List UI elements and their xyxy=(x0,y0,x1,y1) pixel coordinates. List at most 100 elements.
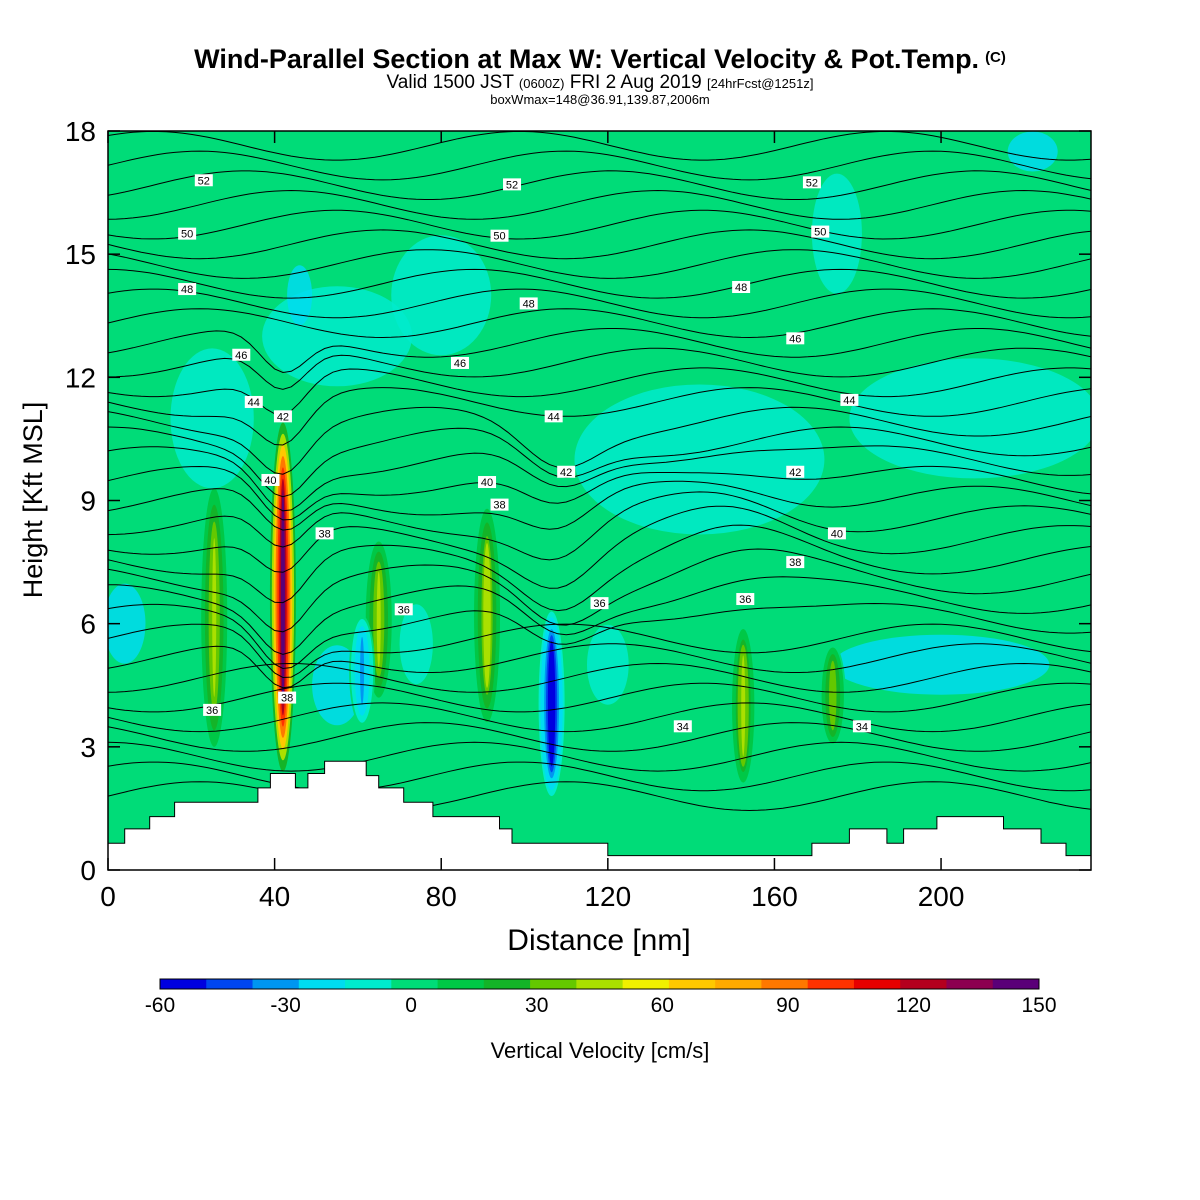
velocity-core xyxy=(485,549,490,682)
theta-label-text: 34 xyxy=(856,721,868,733)
x-axis-label: Distance [nm] xyxy=(507,924,690,957)
theta-contour xyxy=(108,741,1091,772)
theta-label-bg xyxy=(203,703,222,716)
theta-label-bg xyxy=(394,603,413,616)
theta-label-bg xyxy=(315,527,334,540)
theta-contour xyxy=(108,576,1091,655)
theta-label-text: 48 xyxy=(181,284,193,296)
theta-contour xyxy=(108,131,1091,161)
theta-label: 46 xyxy=(232,348,251,362)
theta-contour xyxy=(108,702,1091,733)
theta-label: 38 xyxy=(315,527,334,540)
y-tick-label: 15 xyxy=(65,239,96,270)
theta-label: 38 xyxy=(278,691,297,705)
colorbar-tick-label: 60 xyxy=(651,994,674,1017)
velocity-patch xyxy=(849,358,1091,479)
theta-label-text: 48 xyxy=(735,282,747,294)
theta-label-bg xyxy=(178,283,197,296)
theta-label-text: 36 xyxy=(206,705,218,717)
theta-contour xyxy=(108,229,1091,260)
colorbar-swatch xyxy=(715,979,762,989)
valid-time: Valid 1500 JST xyxy=(386,72,514,93)
theta-label-bg xyxy=(244,395,263,408)
theta-label-bg xyxy=(736,593,755,606)
theta-contour xyxy=(108,505,1091,589)
theta-label: 48 xyxy=(732,281,751,294)
theta-label-text: 42 xyxy=(789,467,801,479)
theta-label: 46 xyxy=(786,332,805,345)
velocity-core xyxy=(360,636,365,705)
velocity-core xyxy=(830,663,835,728)
theta-contour xyxy=(108,480,1091,531)
colorbar-swatch xyxy=(622,979,670,989)
theta-contour xyxy=(108,308,1091,339)
theta-contour xyxy=(108,623,1091,679)
colorbar-tick-label: 150 xyxy=(1021,994,1056,1017)
theta-label: 40 xyxy=(478,476,497,489)
theta-label: 50 xyxy=(490,229,509,243)
theta-label: 48 xyxy=(519,297,538,310)
theta-contour xyxy=(108,347,1091,390)
colorbar-swatch xyxy=(853,979,901,989)
colorbar-swatch xyxy=(252,979,300,989)
theta-label-bg xyxy=(557,465,576,478)
velocity-core xyxy=(212,538,217,697)
colorbar-tick-label: -60 xyxy=(145,994,175,1017)
theta-label-bg xyxy=(194,174,213,187)
velocity-core xyxy=(549,646,554,761)
colorbar-swatch xyxy=(668,979,716,989)
theta-label-bg xyxy=(544,410,563,423)
colorbar-swatch xyxy=(391,979,439,989)
theta-label-text: 52 xyxy=(198,175,210,187)
y-axis-label: Height [Kft MSL] xyxy=(18,402,48,599)
velocity-patch xyxy=(391,235,492,356)
theta-label-text: 40 xyxy=(264,475,276,487)
theta-label-bg xyxy=(178,227,197,240)
theta-label-bg xyxy=(519,297,538,310)
theta-contour xyxy=(108,662,1091,693)
theta-label: 42 xyxy=(557,465,576,479)
theta-label: 42 xyxy=(786,465,805,479)
theta-contour xyxy=(108,491,1091,561)
velocity-patch xyxy=(832,634,1050,695)
colorbar-label: Vertical Velocity [cm/s] xyxy=(491,1038,710,1063)
theta-label: 50 xyxy=(178,227,197,241)
theta-contour xyxy=(108,268,1091,299)
x-tick-label: 160 xyxy=(751,881,798,912)
theta-label-bg xyxy=(827,527,846,540)
theta-label-bg xyxy=(811,225,830,238)
colorbar-swatch xyxy=(298,979,346,989)
theta-label: 44 xyxy=(840,393,859,407)
theta-contour xyxy=(108,643,1091,689)
theta-label-bg xyxy=(278,691,297,704)
theta-label: 36 xyxy=(736,593,755,606)
theta-label-bg xyxy=(840,393,859,406)
colorbar-swatch xyxy=(160,979,207,989)
theta-label: 40 xyxy=(827,527,846,540)
theta-contour xyxy=(108,682,1091,713)
theta-label-bg xyxy=(786,556,805,569)
theta-label-bg xyxy=(590,597,609,610)
theta-label-text: 42 xyxy=(560,467,572,479)
x-tick-label: 0 xyxy=(100,881,116,912)
theta-contour xyxy=(108,209,1091,240)
theta-label-text: 36 xyxy=(398,604,410,616)
y-tick-label: 3 xyxy=(80,732,96,763)
theta-label-text: 46 xyxy=(454,358,466,370)
theta-label-text: 42 xyxy=(277,411,289,423)
theta-label-bg xyxy=(673,720,692,733)
velocity-patch xyxy=(587,624,629,705)
y-tick-label: 0 xyxy=(80,855,96,886)
velocity-patch xyxy=(287,265,313,326)
colorbar-tick-label: 0 xyxy=(405,994,417,1017)
theta-label-text: 46 xyxy=(235,350,247,362)
theta-label-bg xyxy=(786,465,805,478)
theta-label-bg xyxy=(273,410,292,423)
theta-label-text: 38 xyxy=(493,500,505,512)
colorbar-tick-label: -30 xyxy=(270,994,300,1017)
colorbar-tick-label: 120 xyxy=(896,994,931,1017)
theta-contour xyxy=(108,524,1091,612)
colorbar-swatch xyxy=(946,979,994,989)
theta-label-bg xyxy=(786,332,805,345)
